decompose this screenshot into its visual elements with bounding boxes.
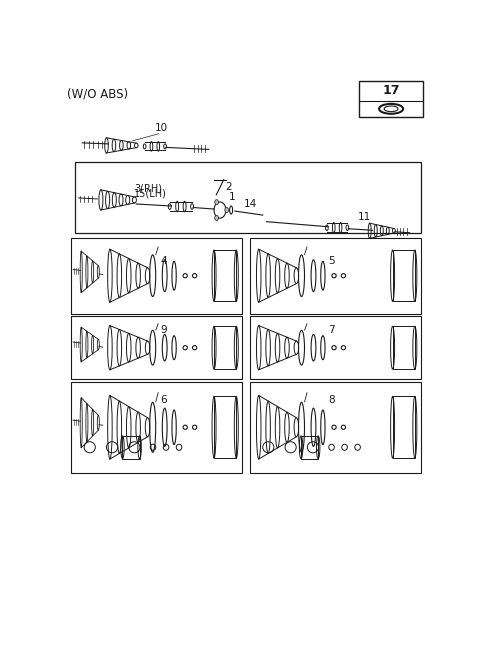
- Bar: [122, 436, 140, 459]
- Bar: [71, 382, 242, 473]
- Text: 7: 7: [328, 325, 335, 335]
- Bar: [214, 250, 236, 302]
- Ellipse shape: [225, 207, 228, 213]
- Text: 10: 10: [155, 123, 168, 133]
- Bar: [250, 316, 421, 379]
- Bar: [75, 162, 421, 233]
- Bar: [250, 238, 421, 314]
- Bar: [393, 396, 415, 458]
- Text: 8: 8: [328, 396, 335, 405]
- Text: 6: 6: [160, 396, 167, 405]
- Bar: [360, 81, 423, 117]
- Bar: [393, 250, 415, 302]
- Bar: [250, 382, 421, 473]
- Bar: [214, 396, 236, 458]
- Text: 9: 9: [160, 325, 167, 335]
- Text: 2: 2: [226, 182, 232, 192]
- Bar: [71, 316, 242, 379]
- Ellipse shape: [215, 199, 218, 205]
- Text: 14: 14: [244, 199, 257, 209]
- Ellipse shape: [215, 215, 218, 220]
- Text: 5: 5: [328, 255, 335, 266]
- Text: (W/O ABS): (W/O ABS): [67, 88, 129, 101]
- Text: 1: 1: [229, 192, 236, 203]
- Bar: [214, 326, 236, 369]
- Text: 15(LH): 15(LH): [134, 189, 167, 199]
- Text: 11: 11: [358, 212, 371, 222]
- Text: 17: 17: [383, 85, 400, 98]
- Bar: [301, 436, 318, 459]
- Bar: [393, 326, 415, 369]
- Text: 4: 4: [160, 255, 167, 266]
- Text: 3(RH): 3(RH): [134, 184, 162, 194]
- Bar: [71, 238, 242, 314]
